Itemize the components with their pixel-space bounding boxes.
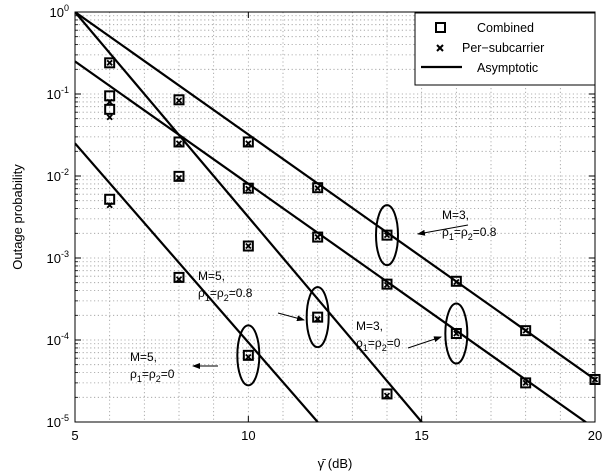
combined-marker (173, 94, 185, 106)
per-subcarrier-marker (245, 185, 252, 192)
per-subcarrier-marker (522, 379, 529, 387)
per-subcarrier-marker (245, 140, 252, 147)
y-tick-label: 10-4 (47, 331, 69, 348)
per-subcarrier-marker (453, 278, 460, 286)
combined-marker (104, 90, 116, 102)
combined-marker (381, 229, 393, 241)
annotation-ellipse (375, 204, 399, 267)
x-tick-label: 10 (241, 428, 255, 443)
per-subcarrier-marker (175, 276, 183, 283)
asymptotic-line (75, 142, 319, 422)
x-tick-label: 5 (71, 428, 78, 443)
annotation-arrow (407, 336, 442, 349)
annotation-label: M=3, (442, 208, 469, 222)
annotation-label: M=5, (198, 269, 225, 283)
per-subcarrier-marker (383, 392, 391, 399)
plot-frame (74, 11, 596, 423)
annotations: M=3, ρ1=ρ2=0.8 M=3, ρ1=ρ2=0 M=5, ρ1=ρ2=0.8 M=5… (130, 204, 497, 387)
asymptotic-line (75, 12, 423, 422)
per-subcarrier-marker (106, 202, 113, 209)
annotation-label: ρ1=ρ2=0.8 (442, 225, 497, 242)
combined-marker (312, 231, 324, 243)
combined-marker (450, 275, 462, 287)
annotation-arrow (277, 312, 305, 322)
combined-marker (381, 388, 393, 400)
annotation-label: ρ1=ρ2=0.8 (198, 286, 253, 303)
annotation-label: M=5, (130, 350, 157, 364)
legend-square-marker (435, 22, 446, 33)
per-subcarrier-marker (245, 242, 252, 250)
x-axis-label: γ̄ (dB) (318, 456, 353, 471)
per-subcarrier-marker (383, 232, 391, 239)
annotation-label: ρ1=ρ2=0 (130, 367, 175, 384)
combined-marker (242, 136, 254, 148)
per-subcarrier-marker (314, 233, 321, 241)
combined-marker (242, 182, 254, 194)
combined-marker (104, 57, 116, 69)
combined-marker (450, 328, 462, 340)
combined-marker (520, 325, 532, 337)
y-tick-label: 10-5 (47, 413, 69, 430)
combined-marker (312, 311, 324, 323)
y-axis-label: Outage probability (10, 164, 25, 270)
per-subcarrier-marker (245, 353, 252, 361)
combined-marker (173, 136, 185, 148)
legend-label-per-subcarrier: Per−subcarrier (462, 41, 544, 55)
per-subcarrier-marker (175, 97, 183, 104)
combined-marker (242, 240, 254, 252)
y-tick-label: 10-1 (47, 85, 69, 102)
annotation-ellipse (236, 324, 261, 387)
per-subcarrier-marker (175, 140, 183, 147)
combined-marker (312, 182, 324, 194)
per-subcarrier-marker (106, 98, 113, 106)
annotation-arrow (417, 224, 469, 236)
combined-marker (173, 271, 185, 283)
x-tick-label: 20 (588, 428, 602, 443)
per-subcarrier-marker (175, 174, 183, 181)
legend-label-asymptotic: Asymptotic (477, 61, 538, 75)
combined-marker (381, 278, 393, 290)
annotation-label: ρ1=ρ2=0 (356, 336, 401, 353)
asymptotic-line (75, 12, 595, 381)
per-subcarrier-marker (106, 59, 113, 66)
y-tick-label: 10-2 (47, 167, 69, 184)
combined-marker (242, 349, 254, 361)
annotation-label: M=3, (356, 319, 383, 333)
per-subcarrier-marker (314, 185, 321, 192)
combined-marker (104, 193, 116, 205)
x-tick-label: 15 (414, 428, 428, 443)
per-subcarrier-marker (314, 315, 321, 323)
y-tick-label: 10-3 (47, 249, 69, 266)
per-subcarrier-marker (453, 330, 460, 337)
annotation-ellipse (305, 286, 330, 349)
annotation-ellipse (444, 302, 469, 365)
combined-marker (520, 377, 532, 389)
asymptotic-line (75, 60, 588, 422)
per-subcarrier-marker (383, 281, 391, 289)
y-tick-label: 100 (50, 3, 69, 20)
legend: Combined Per−subcarrier Asymptotic (414, 12, 596, 86)
asymptotic-lines (75, 12, 595, 422)
per-subcarrier-marker (522, 327, 529, 334)
combined-marker (173, 170, 185, 182)
combined-marker (104, 103, 116, 115)
legend-x-marker (436, 44, 444, 52)
per-subcarrier-marker (106, 114, 113, 121)
legend-label-combined: Combined (477, 21, 534, 35)
